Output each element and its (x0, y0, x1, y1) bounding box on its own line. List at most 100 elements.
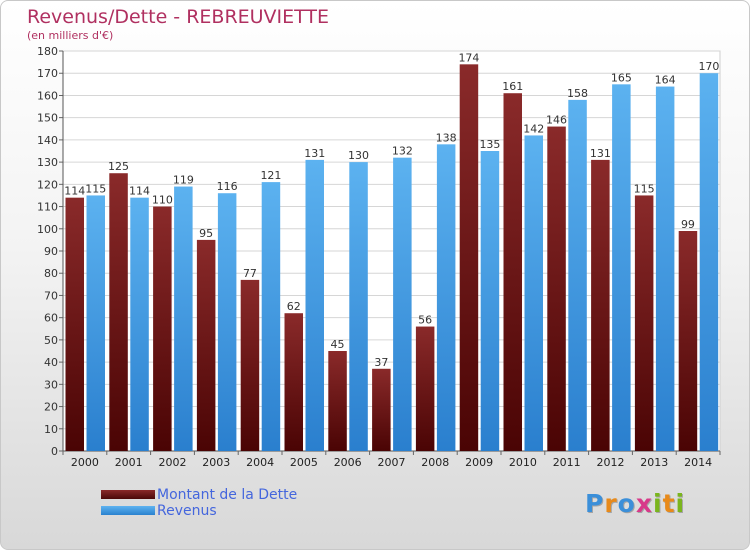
bar-dette (415, 326, 435, 451)
x-tick-label: 2000 (71, 456, 99, 469)
data-label-dette: 77 (243, 267, 257, 280)
x-tick-label: 2006 (334, 456, 362, 469)
logo-letter: i (675, 489, 686, 518)
x-tick-label: 2012 (597, 456, 625, 469)
y-tick-label: 170 (37, 67, 58, 80)
y-tick-label: 130 (37, 156, 58, 169)
bar-dette (196, 239, 216, 451)
bar-revenus (86, 195, 105, 451)
bar-revenus (480, 151, 500, 451)
legend-swatch-dette (101, 490, 155, 499)
y-tick-label: 40 (44, 356, 58, 369)
y-tick-label: 100 (37, 223, 58, 236)
data-label-dette: 161 (502, 80, 523, 93)
y-tick-label: 30 (44, 378, 58, 391)
bar-revenus (393, 157, 412, 451)
data-label-revenus: 119 (173, 174, 194, 187)
bar-dette (459, 64, 479, 452)
data-label-revenus: 116 (217, 180, 238, 193)
x-tick-label: 2008 (421, 456, 449, 469)
bar-dette (153, 206, 172, 451)
x-tick-label: 2007 (378, 456, 406, 469)
y-tick-label: 20 (44, 401, 58, 414)
data-label-revenus: 132 (392, 145, 413, 158)
data-label-dette: 115 (634, 182, 655, 195)
bar-revenus (305, 159, 324, 451)
y-tick-label: 60 (44, 312, 58, 325)
bar-revenus (699, 73, 719, 451)
data-label-dette: 174 (458, 51, 479, 64)
x-tick-label: 2004 (246, 456, 274, 469)
chart-title: Revenus/Dette - REBREUVIETTE (27, 6, 330, 28)
bar-revenus (524, 135, 543, 451)
bar-dette (547, 126, 566, 452)
y-tick-label: 180 (37, 45, 58, 58)
y-tick-label: 110 (37, 201, 58, 214)
bar-dette (109, 173, 128, 451)
logo-letter: r (604, 489, 618, 518)
data-label-revenus: 131 (304, 147, 325, 160)
data-label-dette: 56 (418, 314, 432, 327)
x-tick-label: 2010 (509, 456, 537, 469)
legend-label-dette: Montant de la Dette (157, 487, 298, 503)
logo-letter: o (617, 489, 636, 518)
bar-dette (634, 195, 654, 451)
bar-revenus (217, 193, 237, 451)
y-tick-label: 10 (44, 423, 58, 436)
y-tick-label: 80 (44, 267, 58, 280)
data-label-revenus: 165 (611, 71, 632, 84)
y-tick-label: 140 (37, 134, 58, 147)
data-label-revenus: 170 (698, 60, 719, 73)
logo-letter: x (635, 489, 653, 518)
y-tick-label: 150 (37, 112, 58, 125)
data-label-dette: 45 (331, 338, 345, 351)
data-label-dette: 95 (199, 227, 213, 240)
legend-label-revenus: Revenus (157, 503, 217, 519)
data-label-revenus: 121 (260, 169, 281, 182)
logo-letter: P (585, 489, 605, 518)
bar-dette (284, 313, 303, 451)
x-tick-label: 2003 (202, 456, 230, 469)
logo-letter: t (662, 489, 676, 518)
data-label-revenus: 135 (479, 138, 500, 151)
bar-dette (503, 93, 522, 451)
y-tick-label: 70 (44, 289, 58, 302)
bar-revenus (349, 162, 368, 451)
bar-revenus (612, 84, 631, 451)
x-tick-label: 2013 (640, 456, 668, 469)
x-tick-label: 2002 (159, 456, 187, 469)
data-label-revenus: 138 (436, 131, 457, 144)
logo-letter: i (653, 489, 663, 518)
data-label-dette: 114 (64, 185, 85, 198)
bar-dette (65, 197, 84, 451)
bar-dette (372, 368, 391, 451)
bar-revenus (436, 144, 456, 452)
bar-dette (678, 231, 698, 451)
x-tick-label: 2005 (290, 456, 318, 469)
y-tick-label: 0 (51, 445, 58, 458)
y-tick-label: 50 (44, 334, 58, 347)
x-tick-label: 2014 (684, 456, 712, 469)
data-label-dette: 110 (152, 194, 173, 207)
x-tick-label: 2011 (553, 456, 581, 469)
data-label-dette: 146 (546, 114, 567, 127)
bar-revenus (130, 197, 149, 451)
data-label-dette: 131 (590, 147, 611, 160)
data-label-dette: 62 (287, 300, 301, 313)
y-tick-label: 90 (44, 245, 58, 258)
data-label-revenus: 164 (655, 74, 676, 87)
legend-swatch-revenus (101, 506, 155, 515)
y-tick-label: 120 (37, 178, 58, 191)
data-label-dette: 125 (108, 160, 129, 173)
data-label-dette: 99 (681, 218, 695, 231)
data-label-revenus: 142 (523, 122, 544, 135)
x-tick-label: 2009 (465, 456, 493, 469)
bar-revenus (174, 186, 193, 452)
x-tick-label: 2001 (115, 456, 143, 469)
chart-subtitle: (en milliers d'€) (27, 29, 114, 42)
y-tick-label: 160 (37, 89, 58, 102)
bar-dette (328, 351, 347, 451)
bar-revenus (655, 86, 675, 452)
bar-revenus (261, 182, 281, 451)
